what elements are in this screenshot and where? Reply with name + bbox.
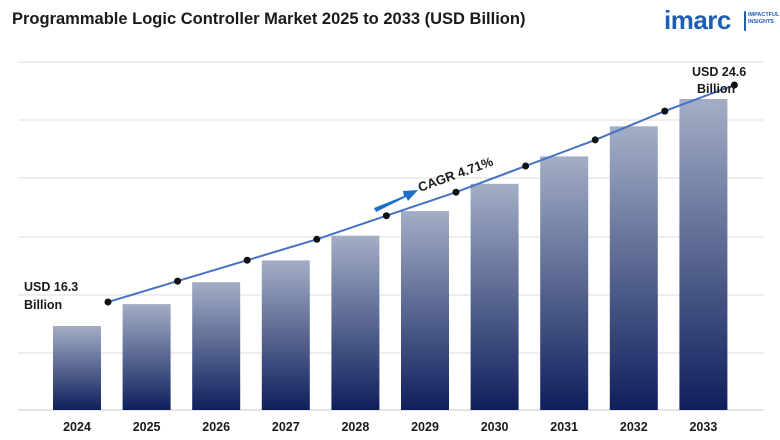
bar-2027	[261, 260, 310, 410]
chart-title: Programmable Logic Controller Market 202…	[12, 10, 526, 28]
bar-2024	[53, 326, 101, 410]
x-tick-label: 2028	[341, 420, 369, 434]
trend-point-2029	[452, 188, 460, 196]
trend-line-path	[107, 84, 735, 303]
bar-2029	[401, 211, 449, 410]
bar-2031	[540, 156, 589, 410]
trend-point-2027	[313, 235, 321, 243]
start-value-label-line1: USD 16.3	[24, 280, 78, 294]
trend-point-2032	[661, 107, 669, 115]
trend-point-2031	[591, 136, 599, 144]
x-tick-label: 2031	[550, 420, 578, 434]
imarc-logo: imarc IMPACTFUL INSIGHTS	[664, 4, 780, 40]
trend-point-2024	[104, 298, 112, 306]
end-value-label-line1: USD 24.6	[692, 65, 746, 79]
cagr-arrow-icon	[374, 190, 418, 212]
end-value-label-line2: Billion	[697, 82, 735, 96]
bar-2025	[122, 304, 171, 410]
bars	[53, 99, 728, 411]
x-tick-label: 2027	[272, 420, 300, 434]
x-tick-label: 2033	[689, 420, 717, 434]
trend-line	[104, 81, 738, 306]
trend-point-2026	[243, 256, 251, 264]
logo-divider-icon	[744, 11, 746, 31]
bar-2028	[331, 235, 380, 410]
x-tick-label: 2024	[63, 420, 91, 434]
x-tick-label: 2026	[202, 420, 230, 434]
logo-wordmark: imarc	[664, 5, 731, 35]
bar-2032	[609, 126, 658, 411]
x-axis-ticks: 2024 2025 2026 2027 2028 2029 2030 2031 2032 2033	[63, 420, 717, 434]
bar-2033	[679, 99, 728, 410]
trend-point-2028	[382, 212, 390, 220]
x-tick-label: 2029	[411, 420, 439, 434]
logo-tagline: IMPACTFUL INSIGHTS	[748, 12, 780, 25]
x-tick-label: 2025	[133, 420, 161, 434]
trend-point-2030	[522, 162, 530, 170]
bar-2026	[192, 282, 241, 410]
x-tick-label: 2030	[481, 420, 509, 434]
x-tick-label: 2032	[620, 420, 648, 434]
trend-point-2033	[730, 81, 738, 89]
bar-2030	[470, 183, 519, 410]
start-value-label-line2: Billion	[24, 298, 62, 312]
trend-point-2025	[174, 277, 182, 285]
